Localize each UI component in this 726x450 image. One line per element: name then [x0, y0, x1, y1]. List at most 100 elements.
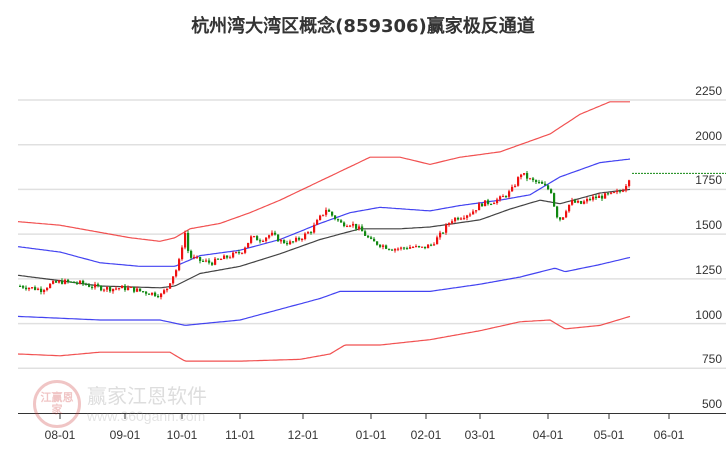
down-candle	[526, 173, 529, 179]
down-candle	[619, 190, 622, 192]
down-candle	[424, 246, 427, 249]
up-candle	[604, 193, 607, 199]
up-candle	[316, 220, 319, 225]
x-tick-label: 05-01	[593, 428, 625, 442]
up-candle	[37, 288, 40, 290]
down-candle	[211, 262, 214, 265]
up-candle	[511, 186, 514, 192]
up-candle	[247, 242, 250, 248]
up-candle	[502, 196, 505, 198]
down-candle	[292, 241, 295, 243]
down-candle	[541, 182, 544, 184]
down-candle	[418, 246, 421, 248]
down-candle	[595, 196, 598, 199]
y-tick-label: 2000	[695, 128, 722, 143]
up-candle	[307, 232, 310, 234]
down-candle	[505, 196, 508, 198]
up-candle	[319, 215, 322, 221]
up-candle	[583, 201, 586, 204]
down-candle	[580, 201, 583, 204]
down-candle	[88, 284, 91, 287]
up-candle	[508, 191, 511, 197]
down-candle	[367, 235, 370, 238]
up-candle	[562, 217, 565, 220]
up-candle	[484, 200, 487, 207]
up-candle	[268, 235, 271, 238]
down-candle	[337, 219, 340, 221]
up-candle	[592, 196, 595, 200]
up-candle	[565, 211, 568, 218]
down-candle	[442, 232, 445, 234]
down-candle	[403, 247, 406, 249]
up-candle	[301, 239, 304, 241]
down-candle	[208, 260, 211, 263]
down-candle	[361, 226, 364, 232]
up-candle	[493, 203, 496, 205]
up-candle	[412, 247, 415, 249]
lower-outer-band-line	[17, 315, 631, 362]
up-candle	[448, 223, 451, 225]
down-candle	[601, 195, 604, 199]
up-candle	[571, 200, 574, 205]
down-candle	[190, 250, 193, 258]
up-candle	[205, 260, 208, 262]
down-candle	[457, 217, 460, 220]
down-candle	[481, 203, 484, 207]
down-candle	[328, 209, 331, 212]
up-candle	[235, 252, 238, 254]
down-candle	[340, 220, 343, 223]
y-tick-label: 1500	[695, 218, 722, 233]
up-candle	[445, 224, 448, 233]
up-candle	[616, 190, 619, 193]
up-candle	[322, 214, 325, 216]
up-candle	[451, 221, 454, 224]
up-candle	[520, 174, 523, 178]
down-candle	[67, 279, 70, 282]
x-tick-label: 02-01	[410, 428, 442, 442]
down-candle	[256, 236, 259, 241]
up-candle	[397, 248, 400, 250]
up-candle	[169, 283, 172, 289]
down-candle	[331, 211, 334, 216]
up-candle	[577, 201, 580, 203]
down-candle	[286, 243, 289, 245]
down-candle	[142, 291, 145, 293]
up-candle	[409, 247, 412, 249]
down-candle	[25, 287, 28, 290]
up-candle	[436, 237, 439, 245]
down-candle	[61, 280, 64, 284]
up-candle	[166, 288, 169, 291]
down-candle	[589, 198, 592, 200]
down-candle	[73, 281, 76, 283]
up-candle	[172, 276, 175, 284]
down-candle	[157, 295, 160, 298]
up-candle	[253, 236, 256, 238]
down-candle	[226, 255, 229, 258]
down-candle	[238, 252, 241, 254]
down-candle	[430, 244, 433, 246]
down-candle	[538, 181, 541, 183]
down-candle	[55, 281, 58, 283]
down-candle	[556, 206, 559, 218]
x-tick-label: 06-01	[653, 428, 685, 442]
down-candle	[40, 288, 43, 293]
up-candle	[295, 237, 298, 242]
down-candle	[100, 285, 103, 291]
up-candle	[628, 180, 631, 187]
up-candle	[568, 204, 571, 212]
down-candle	[202, 260, 205, 262]
up-candle	[478, 203, 481, 211]
up-candle	[280, 240, 283, 242]
down-candle	[373, 238, 376, 242]
up-candle	[136, 288, 139, 292]
down-candle	[559, 217, 562, 220]
up-candle	[586, 198, 589, 202]
chart-title: 杭州湾大湾区概念(859306)赢家极反通道	[191, 16, 535, 37]
down-candle	[76, 282, 79, 284]
down-candle	[388, 248, 391, 250]
up-candle	[52, 281, 55, 284]
x-tick-label: 09-01	[109, 428, 141, 442]
up-candle	[163, 290, 166, 294]
down-candle	[283, 240, 286, 244]
